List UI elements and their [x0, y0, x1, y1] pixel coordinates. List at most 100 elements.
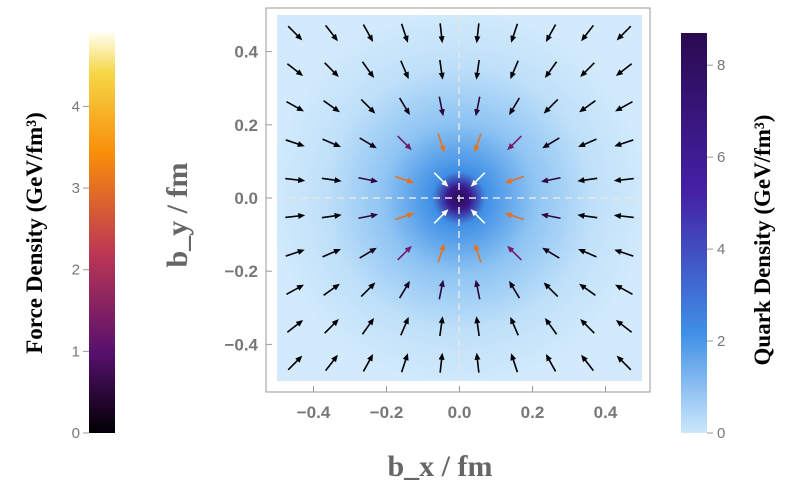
vector-arrow: [395, 175, 415, 184]
force-colorbar-ticks: 4 3 2 1 0: [72, 98, 89, 442]
vector-arrow: [474, 279, 481, 300]
colorbar-tick-label: 3: [72, 180, 80, 197]
colorbar-tick-label: 8: [717, 57, 725, 74]
vector-arrow: [324, 24, 338, 42]
vector-arrow: [507, 135, 522, 151]
vector-arrow: [473, 243, 482, 263]
vector-arrow: [510, 23, 519, 43]
vector-arrow: [615, 319, 633, 333]
vector-arrow: [474, 352, 481, 373]
vector-arrow: [285, 139, 305, 147]
x-tick-label: 0.0: [448, 403, 472, 422]
vector-arrow: [543, 282, 559, 298]
vector-arrow: [362, 353, 374, 372]
vector-arrow: [615, 63, 633, 77]
vector-arrow: [470, 209, 486, 224]
vector-arrow: [540, 176, 561, 184]
quark-colorbar-gradient: [681, 33, 707, 433]
vector-arrows: [285, 23, 634, 373]
vector-arrow: [542, 247, 560, 259]
colorbar-tick-label: 1: [72, 343, 80, 360]
vector-arrow: [579, 100, 596, 113]
quark-colorbar-title: Quark Density (GeV/fm³): [750, 115, 775, 366]
vector-arrow: [287, 25, 303, 41]
vector-arrow: [285, 249, 305, 257]
vector-arrow: [507, 245, 522, 261]
vector-arrow: [474, 96, 481, 117]
vector-arrow: [359, 137, 377, 149]
vector-arrow: [322, 248, 341, 258]
colorbar-tick-label: 0: [72, 425, 80, 442]
vector-arrow: [321, 212, 342, 219]
y-tick-label: 0.0: [234, 189, 258, 208]
vector-arrow: [580, 319, 595, 334]
x-axis-title: b_x / fm: [388, 450, 493, 483]
vector-arrow: [438, 316, 445, 337]
vector-arrow: [287, 355, 303, 371]
vector-arrow: [397, 135, 412, 151]
vector-arrow: [400, 60, 409, 80]
y-axis-ticks: 0.4 0.2 0.0 −0.2 −0.4: [224, 43, 272, 354]
vector-arrow: [286, 100, 304, 112]
vector-arrow: [323, 283, 340, 296]
vector-arrow: [509, 97, 521, 116]
x-tick-label: 0.4: [594, 403, 618, 422]
x-tick-label: −0.4: [297, 403, 331, 422]
vector-arrow: [578, 248, 597, 258]
vector-arrow: [545, 353, 557, 372]
vector-arrow: [616, 25, 632, 41]
colorbar-tick-label: 2: [72, 262, 80, 279]
vector-arrow: [474, 59, 481, 80]
vector-arrow: [543, 98, 559, 114]
plot-area: −0.4 −0.2 0.0 0.2 0.4 0.4 0.2 0.0 −0.2 −0.4: [224, 7, 651, 422]
quark-colorbar: 8 6 4 2 0 Quark Density (GeV/fm³): [681, 33, 775, 442]
vector-arrow: [362, 24, 374, 43]
vector-arrow: [473, 133, 482, 153]
colorbar-tick-label: 4: [72, 98, 80, 115]
vector-arrow: [616, 355, 632, 371]
vector-arrow: [614, 249, 634, 257]
vector-arrow: [613, 212, 634, 219]
y-tick-label: −0.2: [224, 262, 258, 281]
vector-arrow: [438, 352, 445, 373]
vector-arrow: [542, 137, 560, 149]
vector-arrow: [433, 209, 449, 224]
vector-arrow: [545, 24, 557, 43]
vector-arrow: [286, 319, 304, 333]
vector-arrow: [359, 247, 377, 259]
vector-arrow: [398, 280, 410, 299]
force-colorbar-gradient: [89, 33, 115, 433]
vector-arrow: [358, 212, 379, 220]
vector-arrow: [400, 353, 409, 373]
vector-arrow: [509, 280, 521, 299]
vector-arrow: [470, 172, 486, 187]
vector-arrow: [615, 100, 633, 112]
vector-arrow: [438, 279, 445, 300]
vector-arrow: [395, 212, 415, 221]
vector-arrow: [510, 316, 519, 336]
vector-arrow: [581, 24, 595, 42]
y-tick-label: 0.4: [234, 43, 258, 62]
vector-arrow: [400, 316, 409, 336]
vector-arrow: [286, 284, 304, 296]
vector-arrow: [438, 59, 445, 80]
vector-arrow: [433, 172, 449, 187]
vector-arrow: [510, 353, 519, 373]
vector-arrow: [324, 62, 339, 77]
force-colorbar: 4 3 2 1 0 Force Density (GeV/fm³): [22, 33, 115, 442]
vector-arrow: [577, 212, 598, 219]
vector-arrow: [540, 212, 561, 220]
vector-arrow: [438, 96, 445, 117]
vector-arrow: [438, 23, 445, 44]
y-tick-label: −0.4: [224, 335, 258, 354]
vector-arrow: [360, 98, 376, 114]
y-tick-label: 0.2: [234, 116, 258, 135]
vector-arrow: [398, 97, 410, 116]
x-tick-label: −0.2: [370, 403, 404, 422]
colorbar-tick-label: 0: [717, 425, 725, 442]
colorbar-tick-label: 2: [717, 333, 725, 350]
vector-arrow: [578, 138, 597, 148]
vector-arrow: [510, 60, 519, 80]
vector-arrow: [286, 63, 304, 77]
